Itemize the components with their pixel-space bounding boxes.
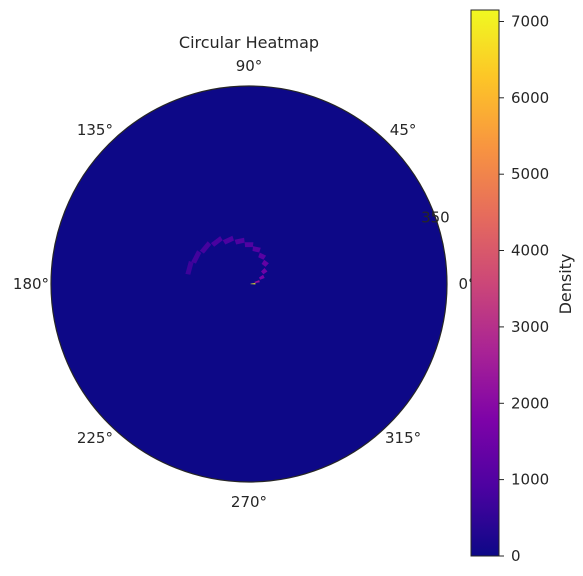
angle-tick-135: 135°	[77, 121, 113, 139]
heatmap-cell-9	[222, 235, 234, 245]
angle-tick-315: 315°	[385, 429, 421, 447]
heatmap-cell-4	[261, 259, 269, 267]
heatmap-cell-13	[185, 260, 194, 275]
radial-tick-label: 350	[421, 209, 450, 227]
polar-background	[51, 86, 447, 482]
angle-tick-225: 225°	[77, 429, 113, 447]
polar-frame	[50, 85, 448, 483]
colorbar-tick-0: 0	[511, 547, 521, 565]
heatmap-cell-0	[250, 283, 256, 285]
colorbar	[470, 9, 500, 557]
heatmap-cell-7	[244, 242, 254, 248]
angle-tick-270: 270°	[231, 493, 267, 511]
heatmap-cell-11	[199, 241, 212, 254]
heatmap-cell-10	[210, 236, 223, 247]
colorbar-tick-5000: 5000	[511, 165, 549, 183]
heatmap-cell-8	[234, 237, 245, 245]
colorbar-tick-4000: 4000	[511, 242, 549, 260]
angle-tick-90: 90°	[236, 57, 263, 75]
heatmap-cell-12	[191, 250, 202, 264]
chart-title: Circular Heatmap	[179, 33, 319, 52]
heatmap-cell-2	[259, 274, 265, 280]
heatmap-cell-3	[261, 268, 268, 275]
colorbar-tick-7000: 7000	[511, 13, 549, 31]
colorbar-ticks: 0 1000 2000 3000 4000 5000 6000 7000	[499, 13, 549, 565]
heatmap-cells	[185, 235, 269, 285]
colorbar-tick-2000: 2000	[511, 394, 549, 412]
heatmap-cell-6	[252, 246, 261, 253]
angle-tick-180: 180°	[13, 275, 49, 293]
colorbar-label: Density	[556, 254, 575, 315]
colorbar-tick-6000: 6000	[511, 89, 549, 107]
angle-tick-45: 45°	[390, 121, 417, 139]
heatmap-cell-5	[258, 252, 267, 260]
colorbar-tick-1000: 1000	[511, 471, 549, 489]
heatmap-cell-1	[254, 280, 260, 284]
angle-tick-labels: 0°45°90°135°180°225°270°315°	[13, 57, 476, 511]
colorbar-tick-3000: 3000	[511, 318, 549, 336]
